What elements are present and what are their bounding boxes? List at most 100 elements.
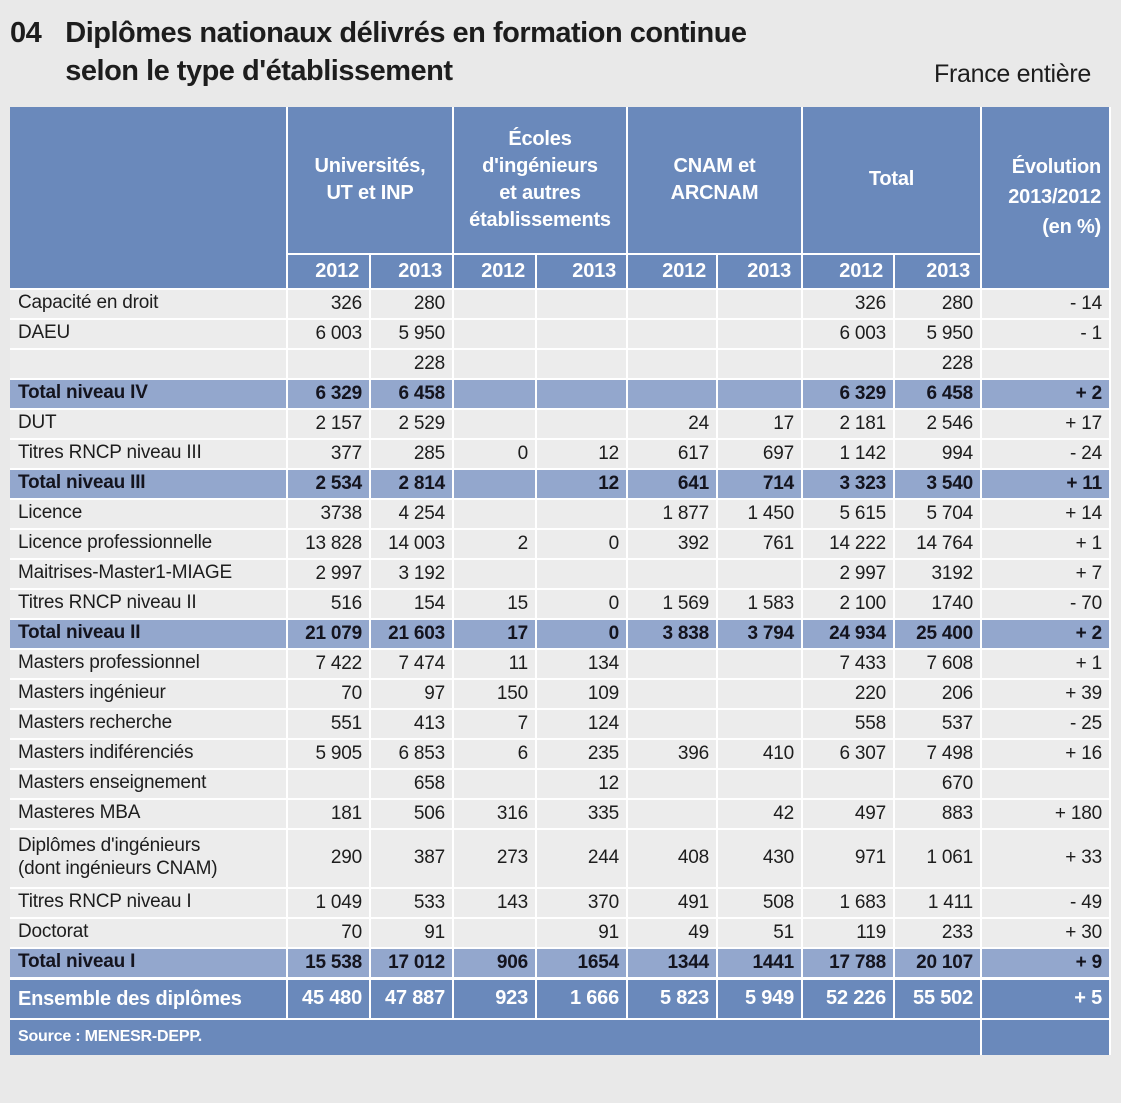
cell-evolution: + 2 (982, 379, 1109, 408)
cell-value: 617 (628, 439, 716, 468)
cell-evolution (982, 769, 1109, 798)
cell-value: 2 (454, 529, 535, 558)
cell-value (718, 379, 801, 408)
cell-value: 134 (537, 649, 626, 678)
cell-value: 17 (718, 409, 801, 438)
cell-value: 6 329 (288, 379, 369, 408)
cell-value: 971 (803, 829, 893, 887)
cell-value: 508 (718, 888, 801, 917)
cell-value: 0 (537, 529, 626, 558)
row-label: DAEU (10, 319, 286, 348)
cell-value: 280 (895, 289, 980, 318)
cell-value: 273 (454, 829, 535, 887)
cell-value: 244 (537, 829, 626, 887)
cell-value: 228 (371, 349, 452, 378)
year-header: 2012 (454, 254, 535, 288)
figure-number: 04 (10, 17, 42, 49)
row-label: Masters ingénieur (10, 679, 286, 708)
group-label-cnam: CNAM et ARCNAM (628, 106, 801, 253)
cell-value: 497 (803, 799, 893, 828)
cell-value (537, 379, 626, 408)
cell-evolution: - 14 (982, 289, 1109, 318)
cell-value (537, 319, 626, 348)
cell-value: 45 480 (288, 979, 369, 1018)
cell-value: 533 (371, 888, 452, 917)
header-group-universites: Universités, UT et INP 2012 2013 (288, 106, 452, 288)
cell-value: 658 (371, 769, 452, 798)
cell-evolution: + 30 (982, 918, 1109, 947)
cell-value: 12 (537, 769, 626, 798)
cell-value: 761 (718, 529, 801, 558)
cell-value: 109 (537, 679, 626, 708)
cell-value: 91 (371, 918, 452, 947)
cell-value: 1 583 (718, 589, 801, 618)
region-label: France entière (934, 59, 1091, 88)
cell-value: 70 (288, 918, 369, 947)
cell-value: 537 (895, 709, 980, 738)
cell-value: 124 (537, 709, 626, 738)
table-row: Titres RNCP niveau III 377 285 0 12 617 697 1 1… (10, 439, 1111, 468)
cell-value: 2 529 (371, 409, 452, 438)
table-row: 228 228 (10, 349, 1111, 378)
cell-value: 7 608 (895, 649, 980, 678)
cell-value (803, 769, 893, 798)
table-row-subtotal: Total niveau II 21 079 21 603 17 0 3 838 3 794… (10, 619, 1111, 648)
cell-value: 15 (454, 589, 535, 618)
table-body: Capacité en droit 326 280 326 280- 14 DAEU 6 0… (10, 289, 1111, 1018)
row-label: Masters recherche (10, 709, 286, 738)
cell-value (454, 349, 535, 378)
header-empty-cell (10, 106, 286, 288)
cell-value: 714 (718, 469, 801, 498)
row-label: Masters enseignement (10, 769, 286, 798)
cell-value: 387 (371, 829, 452, 887)
cell-value: 3 794 (718, 619, 801, 648)
cell-value: 7 (454, 709, 535, 738)
cell-value: 25 400 (895, 619, 980, 648)
cell-value: 55 502 (895, 979, 980, 1018)
cell-value: 370 (537, 888, 626, 917)
row-label: Total niveau III (10, 469, 286, 498)
cell-evolution: - 1 (982, 319, 1109, 348)
cell-value (537, 289, 626, 318)
table-row: Masters recherche 551 413 7 124 558 537- 25 (10, 709, 1111, 738)
row-label: Doctorat (10, 918, 286, 947)
cell-value (537, 499, 626, 528)
header-group-cnam: CNAM et ARCNAM 2012 2013 (628, 106, 801, 288)
statistics-table: Universités, UT et INP 2012 2013 Écoles … (10, 106, 1111, 1055)
cell-value: 1 142 (803, 439, 893, 468)
table-row-grand-total: Ensemble des diplômes 45 480 47 887 923 1 66… (10, 979, 1111, 1018)
cell-value (454, 559, 535, 588)
row-label: DUT (10, 409, 286, 438)
year-header: 2012 (628, 254, 716, 288)
cell-evolution: + 1 (982, 529, 1109, 558)
cell-value: 7 498 (895, 739, 980, 768)
table-row: DAEU 6 003 5 950 6 003 5 950- 1 (10, 319, 1111, 348)
row-label: Licence (10, 499, 286, 528)
cell-value (288, 349, 369, 378)
cell-value: 21 603 (371, 619, 452, 648)
cell-value: 20 107 (895, 948, 980, 977)
table-row: Titres RNCP niveau II 516 154 15 0 1 569 1 583… (10, 589, 1111, 618)
table-row: Masters professionnel 7 422 7 474 11 134 7 43… (10, 649, 1111, 678)
cell-value: 2 546 (895, 409, 980, 438)
row-label: Total niveau II (10, 619, 286, 648)
table-row: Masters ingénieur 70 97 150 109 220 206 + 39 (10, 679, 1111, 708)
cell-evolution: + 16 (982, 739, 1109, 768)
cell-value (628, 289, 716, 318)
row-label: Titres RNCP niveau II (10, 589, 286, 618)
row-label: Masters professionnel (10, 649, 286, 678)
cell-value: 2 100 (803, 589, 893, 618)
cell-value: 280 (371, 289, 452, 318)
table-row: Diplômes d'ingénieurs (dont ingénieurs C… (10, 829, 1111, 887)
cell-value: 641 (628, 469, 716, 498)
cell-value: 6 (454, 739, 535, 768)
cell-value: 883 (895, 799, 980, 828)
cell-value: 377 (288, 439, 369, 468)
group-label-total: Total (803, 106, 980, 253)
cell-value: 3 192 (371, 559, 452, 588)
cell-value: 2 814 (371, 469, 452, 498)
cell-value: 5 949 (718, 979, 801, 1018)
cell-value: 1740 (895, 589, 980, 618)
cell-value: 906 (454, 948, 535, 977)
